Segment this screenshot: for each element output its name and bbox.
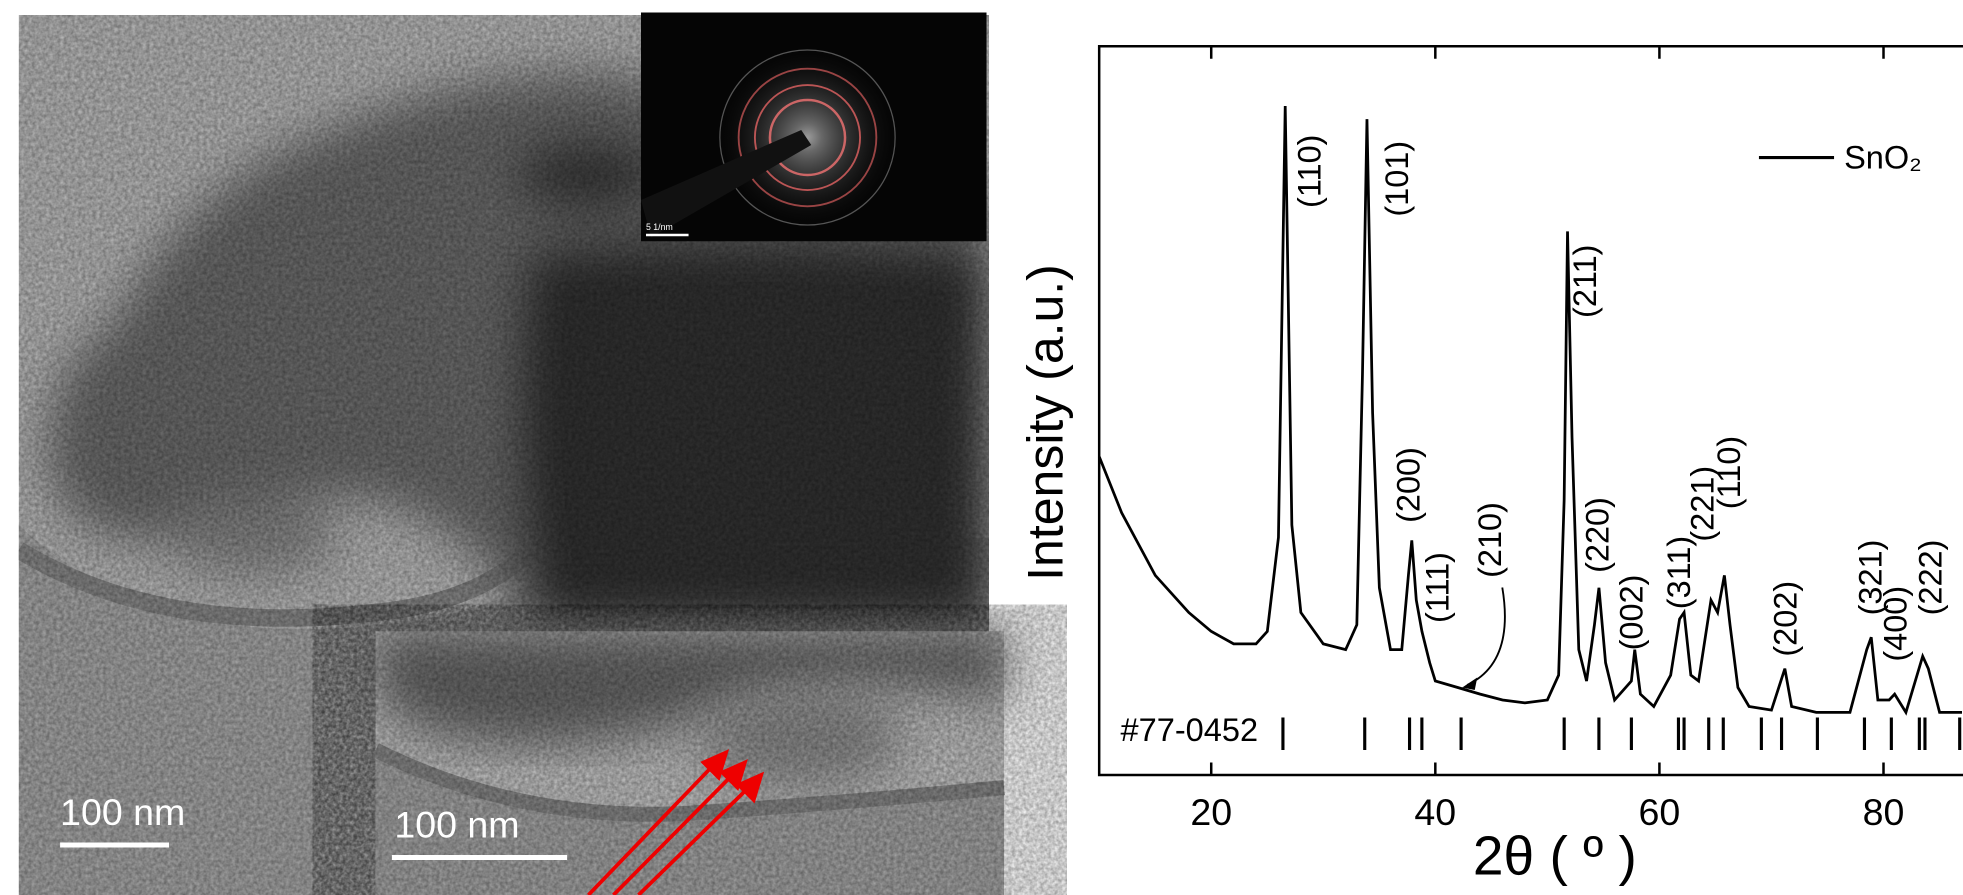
- peak-label: (110): [1292, 135, 1328, 208]
- peak-label: (211): [1567, 245, 1603, 318]
- saed-scale-label: 5 1/nm: [646, 222, 673, 232]
- scale-bar-label: 100 nm: [60, 791, 185, 833]
- legend-label: SnO₂: [1844, 140, 1922, 176]
- xrd-line: [1099, 106, 1962, 712]
- x-tick-label: 60: [1639, 791, 1681, 833]
- peak-label: (200): [1390, 447, 1426, 523]
- peak-label: (101): [1379, 141, 1415, 217]
- peak-label: (210): [1472, 502, 1508, 578]
- figure: 100 nm 5 1/nm 100 nm 2θ ( º ) Intensity …: [0, 0, 1963, 895]
- peak-label: (400): [1877, 586, 1913, 662]
- peak-label: (311): [1661, 536, 1697, 609]
- x-axis-label: 2θ ( º ): [1473, 825, 1637, 887]
- annotation-arrow: [1467, 588, 1505, 686]
- peak-label: (202): [1767, 581, 1803, 657]
- xrd-chart: 2θ ( º ) Intensity (a.u.) #77-0452 20 40 6…: [1017, 46, 1963, 886]
- tem-inset: 100 nm: [376, 631, 1004, 895]
- x-tick-label: 40: [1414, 791, 1456, 833]
- peak-label: (111): [1419, 552, 1455, 623]
- peak-label: (110): [1711, 436, 1747, 509]
- plot-frame: [1099, 46, 1963, 775]
- saed-inset: 5 1/nm: [641, 13, 987, 242]
- peak-label: (222): [1913, 540, 1949, 616]
- reference-label: #77-0452: [1121, 712, 1259, 748]
- peak-label: (220): [1580, 497, 1616, 573]
- peak-label: (002): [1613, 575, 1649, 651]
- x-tick-label: 80: [1863, 791, 1905, 833]
- y-axis-label: Intensity (a.u.): [1017, 264, 1073, 581]
- x-tick-label: 20: [1190, 791, 1232, 833]
- scale-bar-label: 100 nm: [394, 803, 519, 845]
